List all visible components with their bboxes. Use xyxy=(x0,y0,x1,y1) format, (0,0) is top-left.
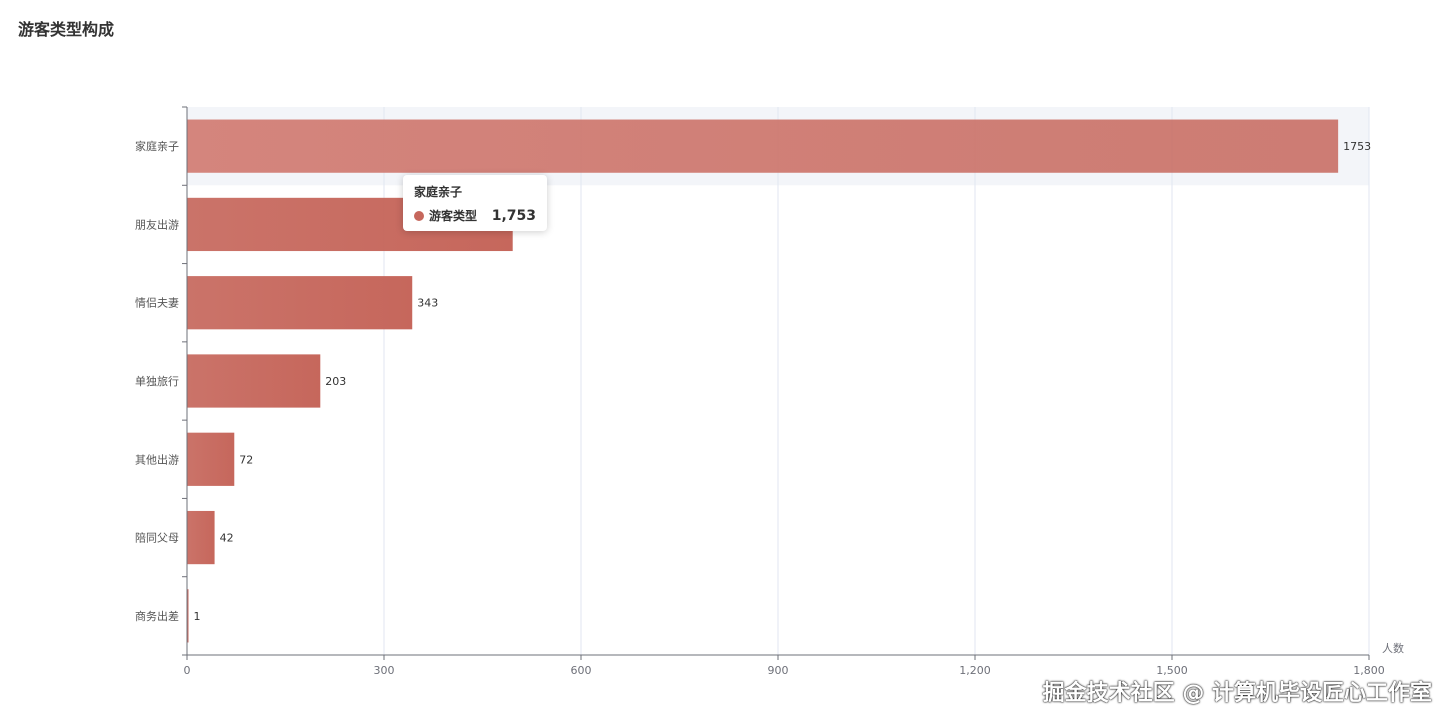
y-category-label: 商务出差 xyxy=(135,609,179,623)
x-tick-label: 600 xyxy=(571,664,592,677)
chart-title: 游客类型构成 xyxy=(18,20,115,39)
axis-layer xyxy=(182,106,1370,660)
bar-3[interactable] xyxy=(187,276,413,330)
bar-value-label: 42 xyxy=(220,532,234,545)
watermark: 掘金技术社区 @ 计算机毕设匠心工作室 xyxy=(1042,681,1432,706)
y-category-label: 情侣夫妻 xyxy=(135,296,179,310)
tooltip: 家庭亲子 游客类型 1,753 xyxy=(403,175,547,231)
tooltip-title: 家庭亲子 xyxy=(414,185,463,199)
bar-5[interactable] xyxy=(187,432,235,486)
y-category-label: 家庭亲子 xyxy=(135,139,179,153)
bar-value-label: 203 xyxy=(325,375,346,388)
tooltip-row: 游客类型 1,753 xyxy=(414,207,536,224)
bar-1[interactable] xyxy=(187,119,1339,173)
grid-layer xyxy=(383,107,1370,655)
tooltip-marker-icon xyxy=(414,210,424,221)
y-category-label: 其他出游 xyxy=(135,452,179,466)
y-category-label: 朋友出游 xyxy=(135,217,179,231)
x-axis-name: 人数 xyxy=(1382,642,1404,655)
x-tick-label: 1,500 xyxy=(1156,664,1188,677)
label-layer: 0 300 600 900 1,200 1,500 1,800 人数 家庭亲子 1753 朋友出游情… xyxy=(135,139,1404,677)
bar-value-label: 1753 xyxy=(1343,140,1371,153)
bar-layer[interactable] xyxy=(187,119,1339,643)
x-tick-label: 1,800 xyxy=(1353,664,1385,677)
x-tick-label: 300 xyxy=(374,664,395,677)
x-tick-label: 900 xyxy=(768,664,789,677)
y-category-label: 陪同父母 xyxy=(135,531,179,545)
bar-6[interactable] xyxy=(187,510,215,565)
bar-value-label: 1 xyxy=(194,610,201,623)
tooltip-value: 1,753 xyxy=(491,207,536,224)
bar-value-label: 72 xyxy=(239,453,253,466)
bar-7[interactable] xyxy=(187,589,189,643)
y-category-label: 单独旅行 xyxy=(135,374,179,388)
bar-value-label: 343 xyxy=(417,297,438,310)
x-tick-label: 1,200 xyxy=(959,664,991,677)
bar-4[interactable] xyxy=(187,354,321,408)
x-tick-label: 0 xyxy=(184,664,191,677)
tooltip-series-name: 游客类型 xyxy=(429,209,478,223)
